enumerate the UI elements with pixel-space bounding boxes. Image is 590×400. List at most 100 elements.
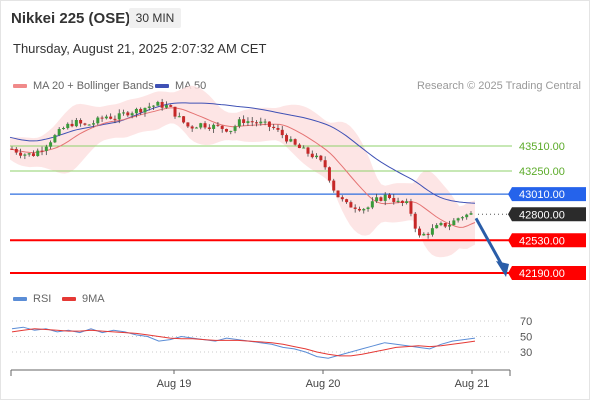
level-label: 42800.00 (519, 209, 565, 221)
level-label-box (508, 233, 586, 248)
candle-body (405, 201, 409, 203)
candle-body (306, 147, 310, 154)
candle-body (14, 148, 18, 153)
candle-body (147, 106, 151, 108)
level-label: 43250.00 (519, 166, 565, 178)
candle-body (109, 116, 113, 119)
candle-body (173, 106, 177, 117)
candle-body (460, 217, 464, 219)
candle-body (10, 148, 14, 150)
candle-body (36, 150, 40, 157)
level-label: 42530.00 (519, 235, 565, 247)
candle-body (426, 233, 430, 235)
candle-body (61, 128, 65, 130)
candles (10, 98, 473, 239)
candle-body (143, 107, 147, 113)
rsi-tick-label: 50 (520, 332, 532, 344)
candle-body (293, 139, 297, 145)
rsi-swatch (13, 297, 27, 301)
candle-body (315, 155, 319, 158)
candle-body (418, 228, 422, 236)
legend-rsi-ma: 9MA (62, 293, 105, 305)
candle-body (370, 201, 374, 208)
candle-body (332, 180, 336, 191)
candle-body (387, 194, 391, 199)
x-tick-label: Aug 21 (455, 378, 490, 390)
candle-body (392, 198, 396, 202)
candle-body (246, 121, 250, 123)
candle-body (443, 223, 447, 227)
candle-body (422, 233, 426, 236)
candle-body (250, 121, 254, 123)
candle-body (169, 105, 173, 107)
candle-body (199, 123, 203, 128)
candle-body (340, 197, 344, 200)
candle-body (207, 127, 211, 129)
level-label-box (508, 187, 586, 202)
candle-body (409, 201, 413, 214)
copyright-text: Research © 2025 Trading Central (416, 80, 581, 92)
candle-body (255, 122, 259, 124)
candle-body (212, 124, 216, 129)
x-tick-label: Aug 20 (306, 378, 341, 390)
rsi-tick-label: 30 (520, 347, 532, 359)
level-label-box (508, 207, 586, 222)
candle-body (242, 119, 246, 123)
candle-body (400, 200, 404, 203)
forecast-arrow-shaft (474, 217, 505, 268)
timestamp: Thursday, August 21, 2025 2:07:32 AM CET (13, 41, 267, 56)
candle-body (379, 197, 383, 201)
candle-body (439, 223, 443, 226)
candle-body (92, 123, 96, 125)
candle-body (156, 101, 160, 106)
candle-body (345, 199, 349, 203)
candle-body (49, 142, 53, 147)
candle-body (96, 117, 100, 124)
candle-body (383, 194, 387, 201)
level-label: 42190.00 (519, 268, 565, 280)
legend-rsi: RSI (13, 293, 51, 305)
legend-ma20-label: MA 20 + Bollinger Bands (33, 80, 154, 92)
candle-body (362, 209, 366, 211)
candle-body (280, 129, 284, 136)
candle-body (349, 202, 353, 208)
rsi-line (11, 326, 476, 359)
candle-body (289, 139, 293, 142)
level-lines: 43510.00 43250.00 43010.00 42800.00 42530.00… (10, 141, 586, 280)
candle-body (469, 213, 473, 215)
x-axis: Aug 19 Aug 20 Aug 21 (10, 369, 511, 390)
candle-body (465, 214, 469, 218)
candle-body (435, 225, 439, 229)
x-tick-label: Aug 19 (157, 378, 192, 390)
candle-body (122, 112, 126, 114)
candle-body (302, 147, 306, 149)
candle-body (57, 129, 61, 136)
candle-body (297, 144, 301, 149)
candle-body (194, 127, 198, 129)
candle-body (203, 123, 207, 128)
ma50-line (9, 102, 476, 204)
candle-body (27, 153, 31, 155)
candle-body (267, 121, 271, 127)
candle-body (74, 120, 78, 127)
legend-rsi-ma-label: 9MA (82, 293, 105, 305)
candle-body (31, 153, 35, 157)
candle-body (220, 125, 224, 129)
candle-body (139, 108, 143, 113)
interval-button[interactable]: 30 MIN (129, 8, 181, 28)
candle-body (375, 197, 379, 202)
candle-body (130, 113, 134, 116)
candle-body (19, 152, 23, 156)
level-label-box (508, 266, 586, 280)
candle-body (357, 208, 361, 211)
rsi-tick-label: 70 (520, 316, 532, 328)
candle-body (113, 118, 117, 120)
candle-body (237, 119, 241, 127)
candle-body (259, 121, 263, 124)
candle-body (117, 113, 121, 120)
candle-body (413, 213, 417, 229)
candle-body (83, 123, 87, 125)
candle-body (87, 124, 91, 126)
candle-body (327, 167, 331, 181)
